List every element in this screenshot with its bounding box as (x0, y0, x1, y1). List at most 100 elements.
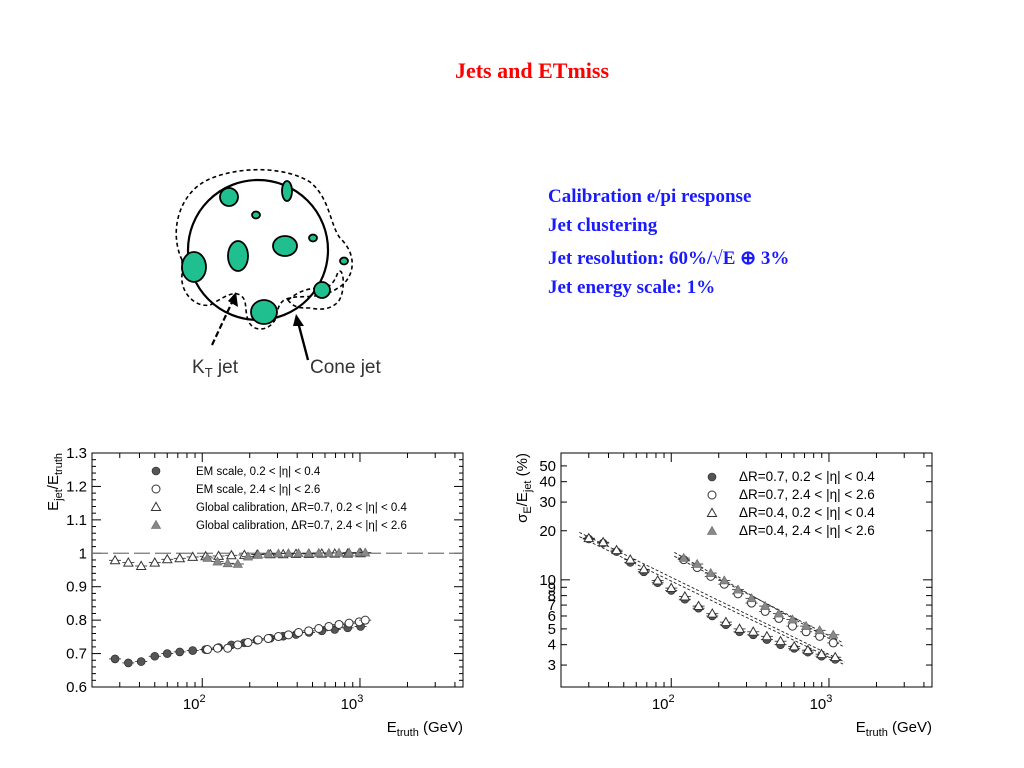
y-axis-label-sub: jet (53, 489, 65, 502)
data-point (150, 501, 162, 511)
x-axis-label-main: E (856, 719, 866, 736)
data-point (360, 547, 371, 557)
data-point (788, 640, 800, 651)
data-point (149, 557, 161, 567)
data-point (294, 628, 304, 638)
bullet-list: Calibration e/pi response Jet clustering… (548, 182, 968, 302)
data-point (693, 600, 705, 611)
x-tick-exponent: 2 (669, 693, 675, 705)
data-point (624, 554, 636, 564)
y-axis-label-sub: truth (53, 453, 65, 475)
y-tick-label: 5 (548, 621, 556, 638)
legend: ΔR=0.7, 0.2 < |η| < 0.4 ΔR=0.7, 2.4 < |η|… (706, 469, 875, 538)
y-axis-label: σE/Ejet (%) (514, 453, 534, 523)
legend-entry: ΔR=0.7, 0.2 < |η| < 0.4 (739, 469, 875, 484)
x-tick-base: 10 (341, 696, 358, 713)
data-point (122, 557, 134, 567)
x-axis-label-unit: (GeV) (419, 719, 463, 736)
x-tick-exponent: 3 (357, 693, 363, 705)
y-tick-label: 8 (548, 588, 556, 605)
data-point (161, 553, 173, 564)
data-point (706, 525, 718, 535)
cluster (313, 281, 331, 299)
data-point (212, 556, 223, 566)
y-tick-label: 50 (539, 458, 556, 475)
y-axis-label-mid: /E (45, 475, 62, 489)
legend-entry: EM scale, 2.4 < |η| < 2.6 (196, 484, 320, 496)
data-point (253, 635, 263, 645)
legend-entry: ΔR=0.4, 0.2 < |η| < 0.4 (739, 505, 875, 520)
data-point (187, 551, 199, 561)
x-tick-label: 103 (810, 693, 833, 713)
data-point (151, 466, 161, 476)
data-point (263, 634, 273, 644)
cone-circle (186, 178, 330, 322)
data-point (638, 563, 650, 574)
data-point (597, 536, 609, 547)
cluster (227, 240, 249, 272)
data-point (202, 552, 213, 562)
x-axis-label: Etruth (GeV) (856, 719, 932, 739)
data-point (707, 472, 717, 482)
data-point (343, 547, 355, 557)
data-point (109, 554, 121, 565)
data-series (677, 552, 840, 639)
data-point (175, 647, 185, 657)
cone-jet-label: Cone jet (310, 357, 381, 378)
y-tick-label: 0.7 (66, 646, 87, 663)
cluster (339, 256, 349, 266)
data-series (582, 532, 842, 662)
cone-jet-outline (286, 270, 345, 310)
x-tick-exponent: 3 (826, 693, 832, 705)
data-point (135, 560, 147, 570)
x-tick-label: 102 (652, 693, 675, 713)
data-point (314, 624, 324, 633)
bullet-item: Jet resolution: 60%/√E ⊕ 3% (548, 248, 790, 269)
x-tick-exponent: 2 (200, 693, 206, 705)
y-tick-label: 1.1 (66, 512, 87, 529)
data-point (323, 547, 334, 557)
data-point (225, 549, 237, 560)
y-tick-label: 30 (539, 494, 556, 511)
cluster (272, 235, 298, 257)
data-point (203, 645, 213, 655)
data-point (800, 620, 812, 630)
data-point (732, 584, 744, 594)
data-point (706, 507, 718, 517)
data-point (773, 608, 784, 618)
data-series (201, 615, 372, 655)
x-axis-label-main: E (387, 719, 397, 736)
y-tick-label: 0.8 (66, 612, 87, 629)
data-point (324, 621, 334, 631)
y-tick-label: 40 (539, 474, 556, 491)
data-point (775, 635, 786, 646)
data-point (816, 648, 827, 659)
data-point (333, 547, 345, 557)
y-axis-label-main: σ (514, 513, 531, 523)
y-axis-label: Ejet/Etruth (45, 453, 65, 511)
data-point (150, 651, 160, 661)
data-point (746, 593, 757, 603)
data-series (201, 547, 372, 568)
data-point (829, 651, 841, 662)
x-tick-base: 10 (652, 696, 669, 713)
data-point (252, 549, 264, 559)
data-point (303, 548, 314, 558)
data-point (344, 618, 354, 628)
data-point (136, 657, 146, 666)
jet-clustering-diagram: KT jet Cone jet (175, 168, 381, 380)
data-point (719, 575, 730, 585)
data-point (828, 629, 839, 639)
data-point (188, 646, 198, 655)
bullet-item: Jet clustering (548, 215, 658, 236)
legend-entry: ΔR=0.7, 2.4 < |η| < 2.6 (739, 487, 875, 502)
data-point (665, 582, 677, 593)
y-tick-label: 9 (548, 579, 556, 596)
fit-curve (674, 555, 843, 644)
y-tick-label: 4 (548, 637, 556, 654)
cone-arrow-head (293, 314, 304, 326)
data-point (707, 490, 717, 500)
data-point (273, 632, 283, 642)
